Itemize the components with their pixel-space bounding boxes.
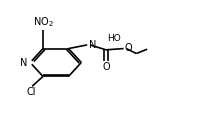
Text: Cl: Cl	[26, 87, 36, 97]
Text: NO$_2$: NO$_2$	[33, 16, 53, 29]
Text: O: O	[102, 62, 110, 72]
Text: N: N	[20, 58, 28, 68]
Text: O: O	[125, 43, 132, 53]
Text: N: N	[89, 40, 96, 50]
Text: HO: HO	[107, 34, 121, 43]
